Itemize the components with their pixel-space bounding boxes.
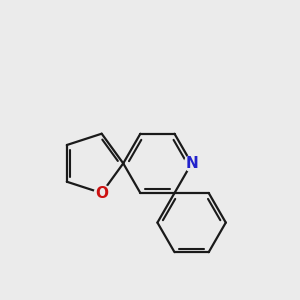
Text: N: N — [185, 156, 198, 171]
Text: O: O — [95, 186, 108, 201]
